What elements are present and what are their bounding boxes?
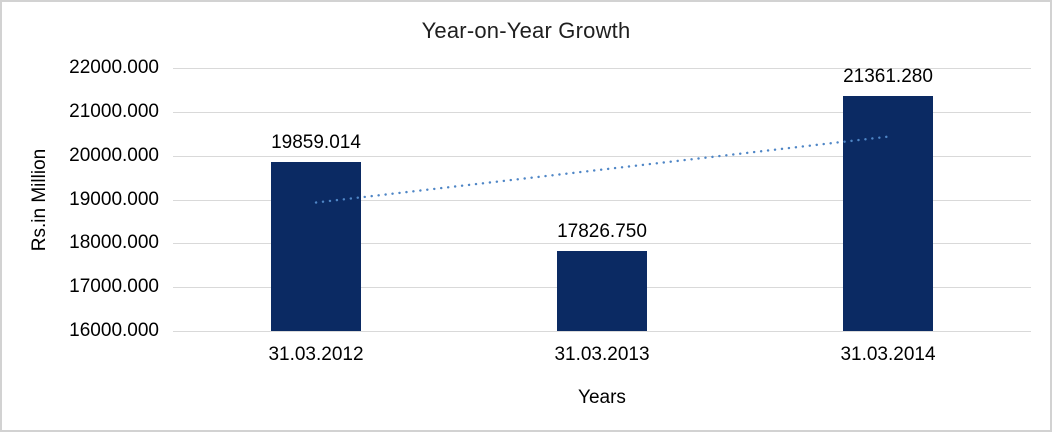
plot-area: 19859.014 31.03.2012 17826.750 31.03.2013 21… bbox=[173, 66, 1031, 365]
bar-value-label: 17826.750 bbox=[557, 221, 647, 242]
gridline bbox=[173, 68, 1031, 69]
trendline bbox=[314, 135, 890, 204]
bar-31.03.2013 bbox=[557, 251, 647, 331]
x-category-label: 31.03.2014 bbox=[840, 344, 936, 365]
gridline bbox=[173, 243, 1031, 244]
bar-31.03.2012 bbox=[271, 162, 361, 331]
gridline bbox=[173, 156, 1031, 157]
chart-title: Year-on-Year Growth bbox=[421, 18, 631, 43]
y-tick-label: 21000.000 bbox=[69, 101, 159, 122]
y-tick-label: 19000.000 bbox=[69, 189, 159, 210]
bar-value-label: 19859.014 bbox=[271, 132, 361, 153]
y-tick-label: 20000.000 bbox=[69, 145, 159, 166]
bar-31.03.2014 bbox=[843, 96, 933, 331]
x-category-label: 31.03.2013 bbox=[554, 344, 650, 365]
x-category-label: 31.03.2012 bbox=[268, 344, 364, 365]
x-axis-title: Years bbox=[578, 387, 626, 408]
y-tick-label: 17000.000 bbox=[69, 276, 159, 297]
y-tick-label: 22000.000 bbox=[69, 57, 159, 78]
y-tick-label: 18000.000 bbox=[69, 232, 159, 253]
gridline bbox=[173, 112, 1031, 113]
gridline bbox=[173, 331, 1031, 332]
trendline-dotted bbox=[314, 135, 890, 204]
gridline bbox=[173, 200, 1031, 201]
y-tick-label: 16000.000 bbox=[69, 320, 159, 341]
bar-value-label: 21361.280 bbox=[843, 66, 933, 87]
